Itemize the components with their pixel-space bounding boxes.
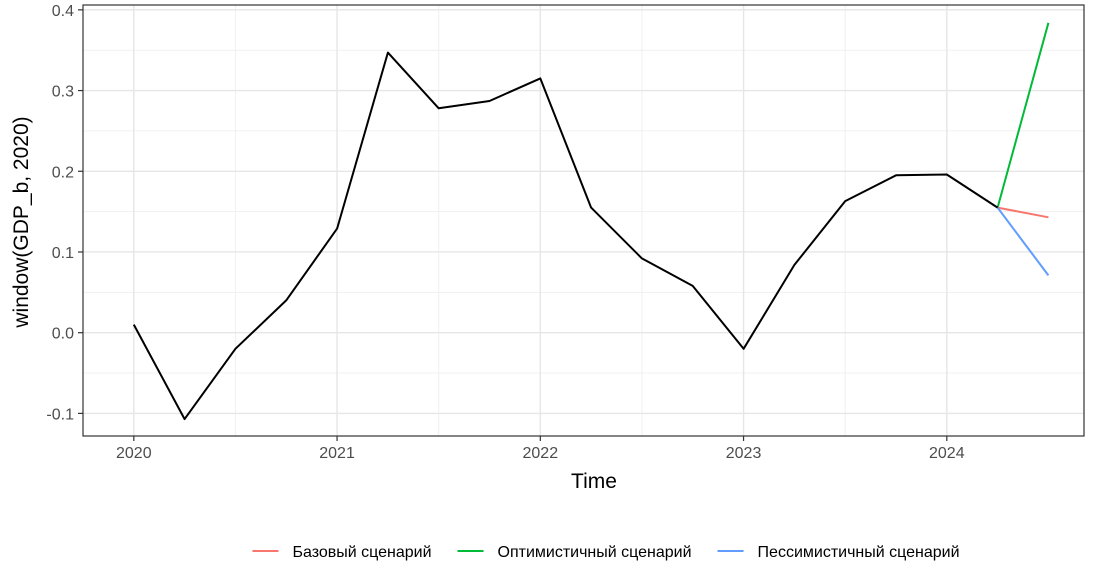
y-axis-title: window(GDP_b, 2020) [10, 116, 33, 328]
minor-gridlines [83, 5, 1084, 436]
x-tick-label: 2022 [523, 445, 559, 462]
y-tick-label: 0.1 [52, 245, 74, 262]
y-tick-label: 0.3 [52, 84, 74, 101]
x-tick-label: 2024 [929, 445, 965, 462]
legend: Базовый сценарий Оптимистичный сценарий Пе… [252, 544, 960, 561]
y-tick-label: 0.4 [52, 3, 74, 20]
x-tick-label: 2020 [116, 445, 152, 462]
plot-panel-border [82, 4, 1085, 437]
y-tick-label: 0.2 [52, 164, 74, 181]
scenario-series-line [996, 207, 1050, 276]
scenario-series-line [996, 22, 1050, 208]
x-axis-title: Time [571, 470, 617, 493]
legend-label: Пессимистичный сценарий [758, 544, 960, 561]
y-axis-ticks: -0.1 0.0 0.1 0.2 0.3 0.4 [46, 3, 83, 423]
legend-label: Оптимистичный сценарий [498, 544, 692, 561]
gdp-series-line [132, 51, 999, 421]
legend-label: Базовый сценарий [292, 544, 431, 561]
y-tick-label: 0.0 [52, 326, 74, 343]
x-tick-label: 2021 [319, 445, 355, 462]
series-lines [132, 22, 1050, 421]
y-tick-label: -0.1 [46, 406, 74, 423]
x-tick-label: 2023 [726, 445, 762, 462]
scenario-series-line [997, 206, 1049, 219]
x-axis-ticks: 2020 2021 2022 2023 2024 [116, 436, 965, 462]
major-gridlines [83, 5, 1084, 436]
